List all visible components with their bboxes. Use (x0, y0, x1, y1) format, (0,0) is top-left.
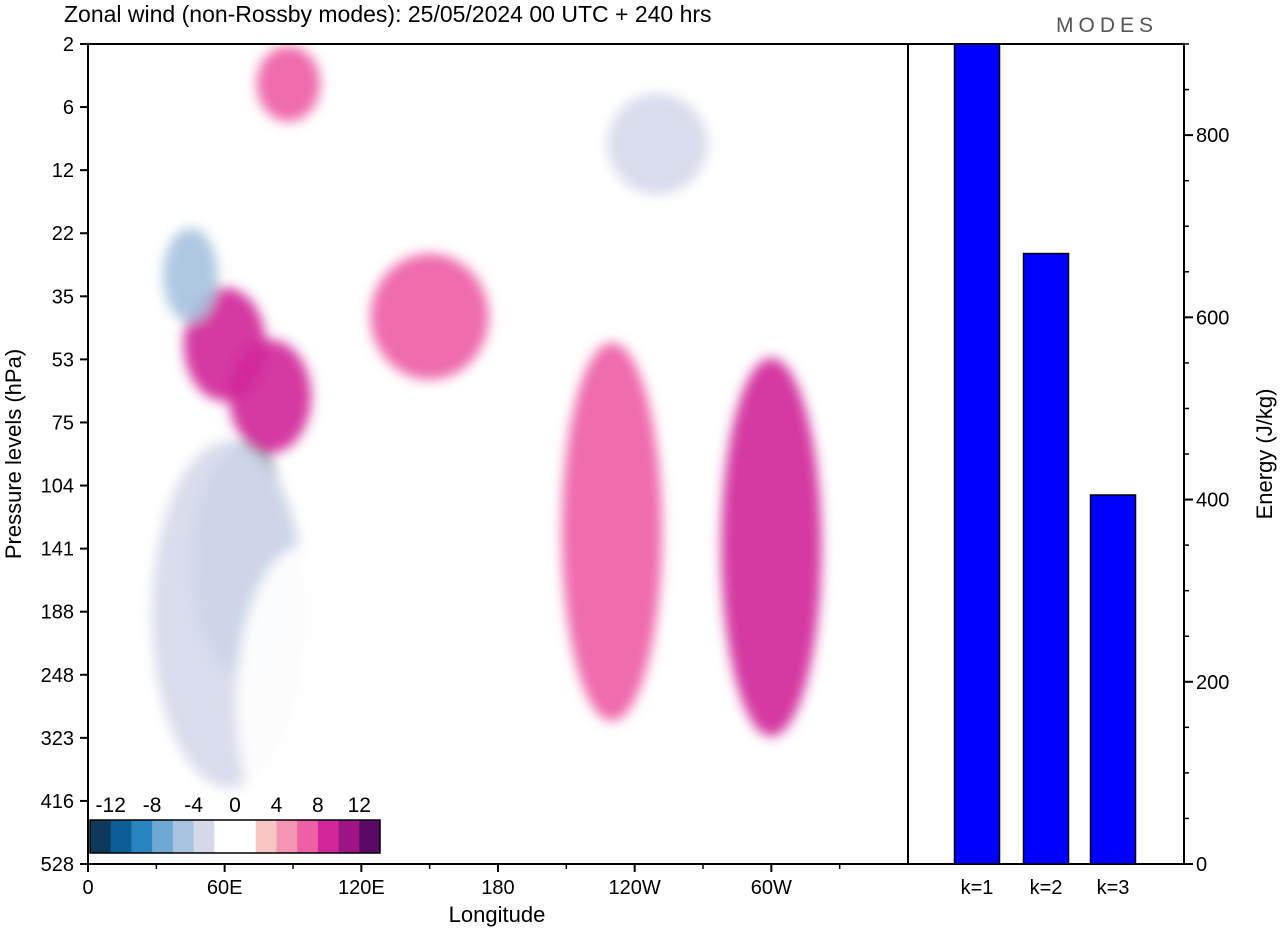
colorbar-tick-label: 0 (229, 794, 241, 817)
colorbar-swatch (131, 820, 153, 853)
colorbar-swatch (317, 820, 340, 853)
bar-y-tick-label: 800 (1196, 125, 1229, 147)
field-blob (561, 342, 663, 722)
chart-title: Zonal wind (non-Rossby modes): 25/05/202… (64, 1, 712, 27)
colorbar-swatch (172, 820, 195, 853)
colorbar-swatch (193, 820, 215, 853)
y-tick-label: 6 (63, 97, 74, 119)
energy-bar (1022, 252, 1070, 865)
field-blob (229, 339, 312, 454)
colorbar-swatch (152, 820, 174, 853)
colorbar-swatch (255, 820, 277, 853)
colorbar-frame (89, 819, 381, 854)
y-axis-label: Pressure levels (hPa) (1, 349, 26, 559)
field-blob (256, 45, 321, 122)
colorbar-swatch (235, 820, 257, 853)
y-tick-label: 323 (41, 728, 74, 750)
energy-bar (953, 43, 1001, 865)
bar-y-axis-label: Energy (J/kg) (1252, 389, 1277, 520)
colorbar-swatch (110, 820, 132, 853)
colorbar-tick-label: -8 (143, 794, 162, 817)
y-axis: 2 6 12 22 35 53 75 104 141 188 248 323 416 528 (41, 34, 88, 876)
field-blob (236, 546, 373, 862)
colorbar-swatch (276, 820, 298, 853)
colorbar-tick-label: 8 (312, 794, 324, 817)
colorbar-tick-label: 4 (271, 794, 283, 817)
colorbar-swatch (338, 820, 360, 853)
y-tick-label: 35 (52, 286, 74, 308)
colorbar-tick-label: 12 (348, 794, 371, 817)
bar-x-axis: k=1 k=2 k=3 (961, 877, 1130, 899)
field-blob (607, 93, 708, 195)
y-tick-label: 12 (52, 160, 74, 182)
colorbar-tick-label: -12 (96, 794, 126, 817)
colorbar-swatch (90, 820, 112, 853)
energy-bar (1089, 494, 1137, 865)
y-tick-label: 528 (41, 854, 74, 876)
y-tick-label: 416 (41, 791, 74, 813)
y-tick-label: 75 (52, 412, 74, 434)
bar-y-axis: 0 200 400 600 800 (1184, 43, 1229, 876)
x-tick-label: 120W (609, 877, 661, 899)
x-tick-label: 0 (82, 877, 93, 899)
x-tick-label: 60W (751, 877, 792, 899)
x-axis: 0 60E 120E 180 120W 60W (82, 864, 841, 899)
field-blob (370, 253, 489, 380)
bar-y-tick-label: 0 (1196, 854, 1207, 876)
energy-bars (953, 43, 1137, 865)
y-tick-label: 188 (41, 602, 74, 624)
x-tick-label: 120E (338, 877, 385, 899)
colorbar-tick-label: -4 (184, 794, 203, 817)
bar-y-tick-label: 400 (1196, 490, 1229, 512)
bar-category-label: k=1 (961, 877, 994, 899)
bar-category-label: k=2 (1030, 877, 1063, 899)
y-tick-label: 22 (52, 223, 74, 245)
colorbar-swatch (359, 820, 381, 853)
colorbar: -12 -8 -4 0 4 8 12 (89, 794, 381, 854)
colorbar-swatch (214, 820, 236, 853)
y-tick-label: 2 (63, 34, 74, 56)
y-tick-label: 248 (41, 665, 74, 687)
field-blob (721, 357, 822, 737)
field-blob (163, 228, 218, 323)
bar-y-tick-label: 200 (1196, 672, 1229, 694)
y-tick-label: 53 (52, 349, 74, 371)
x-tick-label: 180 (481, 877, 514, 899)
x-tick-label: 60E (207, 877, 243, 899)
heatmap-field (88, 44, 908, 864)
bar-category-label: k=3 (1097, 877, 1130, 899)
y-tick-label: 141 (41, 539, 74, 561)
brand-logo: MODES (1056, 14, 1158, 37)
colorbar-swatch (297, 820, 319, 853)
y-tick-label: 104 (41, 476, 74, 498)
x-axis-label: Longitude (449, 902, 546, 927)
bar-y-tick-label: 600 (1196, 307, 1229, 329)
